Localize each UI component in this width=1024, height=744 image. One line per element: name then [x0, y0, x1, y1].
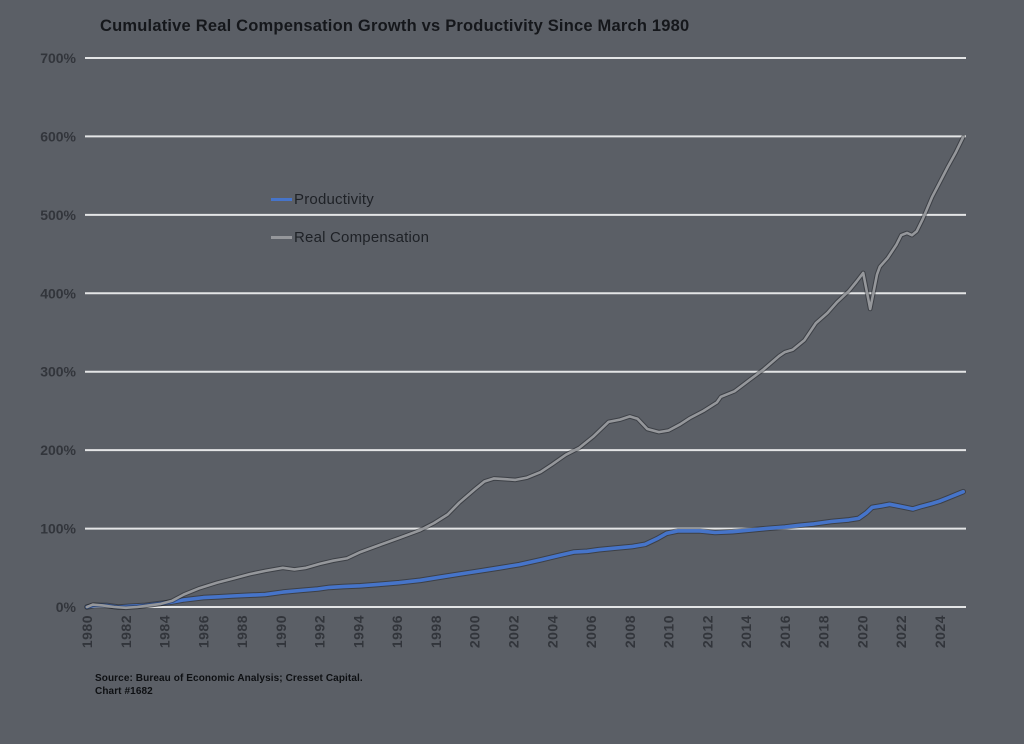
x-tick-label: 2010 — [661, 615, 677, 648]
x-tick-label: 1986 — [195, 615, 211, 648]
x-tick-label: 2000 — [467, 615, 483, 648]
x-tick-label: 1980 — [79, 615, 95, 648]
source-line: Source: Bureau of Economic Analysis; Cre… — [95, 673, 363, 684]
x-tick-label: 2004 — [544, 615, 560, 648]
legend-item-productivity: Productivity — [271, 190, 429, 208]
x-tick-label: 1982 — [118, 615, 134, 648]
y-tick-label: 200% — [40, 442, 76, 458]
x-tick-label: 1990 — [273, 615, 289, 648]
x-tick-label: 1984 — [157, 615, 173, 648]
y-tick-label: 0% — [56, 599, 77, 615]
y-tick-label: 100% — [40, 521, 76, 537]
x-tick-label: 1996 — [389, 615, 405, 648]
legend: Productivity Real Compensation — [271, 190, 429, 266]
legend-label-productivity: Productivity — [294, 190, 374, 208]
real-compensation-line-swatch — [271, 235, 292, 239]
x-tick-label: 2024 — [932, 615, 948, 648]
x-tick-label: 1994 — [350, 615, 366, 648]
y-tick-label: 700% — [40, 50, 76, 66]
x-tick-label: 1988 — [234, 615, 250, 648]
source-note: Source: Bureau of Economic Analysis; Cre… — [95, 672, 363, 698]
y-tick-label: 300% — [40, 364, 76, 380]
x-tick-label: 2020 — [854, 615, 870, 648]
x-tick-label: 2008 — [622, 615, 638, 648]
productivity-line-swatch — [271, 197, 292, 201]
legend-label-real-compensation: Real Compensation — [294, 228, 430, 246]
x-tick-label: 1998 — [428, 615, 444, 648]
legend-item-real-compensation: Real Compensation — [271, 228, 429, 246]
x-tick-label: 1992 — [312, 615, 328, 648]
x-tick-label: 2006 — [583, 615, 599, 648]
chart-number: Chart #1682 — [95, 686, 153, 697]
x-tick-label: 2014 — [738, 615, 754, 648]
y-tick-label: 600% — [40, 128, 76, 144]
x-tick-label: 2012 — [699, 615, 715, 648]
x-tick-label: 2018 — [816, 615, 832, 648]
chart-title: Cumulative Real Compensation Growth vs P… — [100, 17, 690, 35]
y-tick-label: 400% — [40, 285, 76, 301]
x-tick-label: 2016 — [777, 615, 793, 648]
x-tick-label: 2022 — [893, 615, 909, 648]
x-tick-label: 2002 — [505, 615, 521, 648]
real-compensation-line — [85, 135, 965, 610]
productivity-line — [85, 489, 966, 609]
y-tick-label: 500% — [40, 207, 76, 223]
productivity-line-halo — [84, 488, 967, 610]
